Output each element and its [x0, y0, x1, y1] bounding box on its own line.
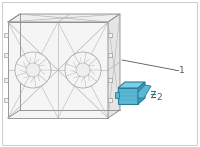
Bar	[108, 98, 112, 102]
Text: 2: 2	[156, 92, 162, 101]
Bar	[4, 53, 8, 57]
Bar	[4, 98, 8, 102]
Text: 1: 1	[179, 66, 185, 75]
Polygon shape	[108, 14, 120, 118]
Circle shape	[65, 52, 101, 88]
Bar	[118, 88, 138, 104]
Polygon shape	[138, 85, 151, 98]
Bar	[4, 33, 8, 37]
Bar	[4, 78, 8, 82]
Polygon shape	[8, 14, 120, 22]
Bar	[108, 33, 112, 37]
Polygon shape	[138, 82, 145, 104]
Bar	[108, 53, 112, 57]
Bar	[115, 92, 119, 98]
Polygon shape	[118, 82, 145, 88]
Circle shape	[76, 63, 90, 77]
Circle shape	[15, 52, 51, 88]
Circle shape	[26, 63, 40, 77]
Polygon shape	[8, 22, 108, 118]
Bar	[108, 78, 112, 82]
